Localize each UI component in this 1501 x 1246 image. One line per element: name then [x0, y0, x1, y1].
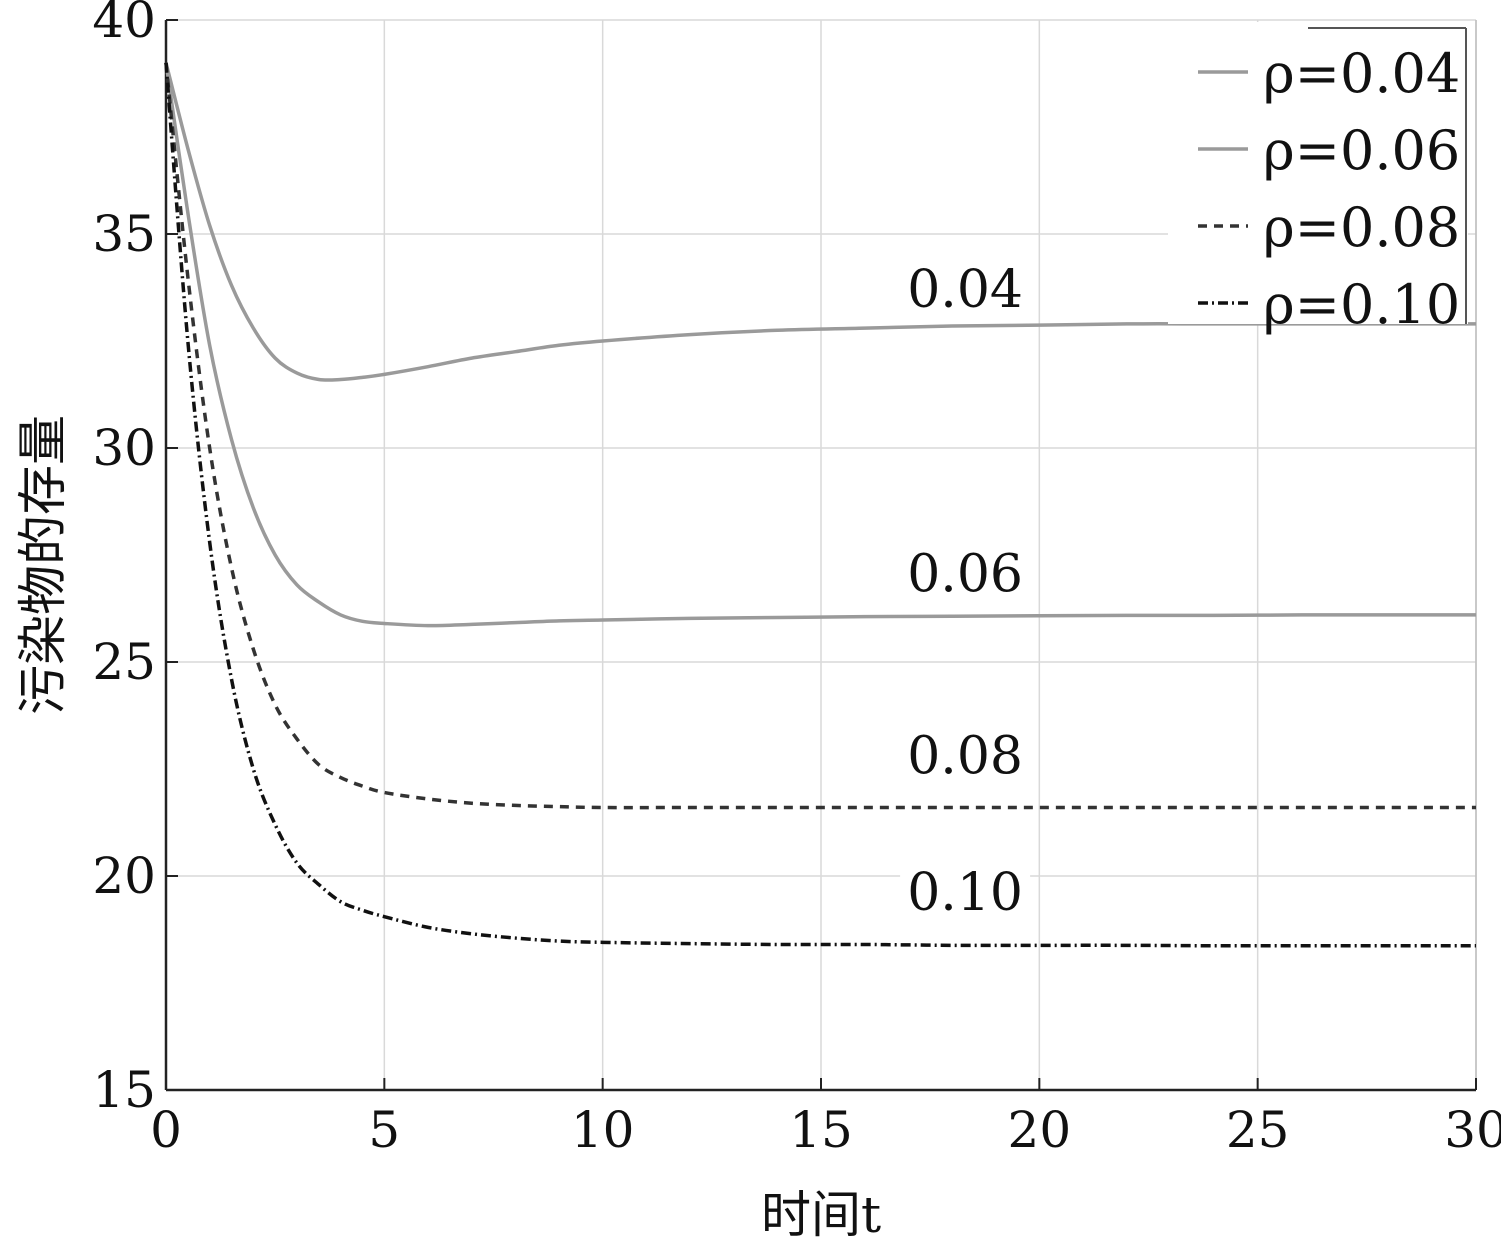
legend-entry-label: ρ=0.06 [1263, 119, 1460, 182]
inline-series-label: 0.04 [907, 260, 1023, 320]
inline-label-bg [900, 549, 1031, 604]
legend-entry-label: ρ=0.04 [1263, 42, 1460, 105]
x-tick-label: 20 [1008, 1101, 1072, 1159]
inline-label-bg [900, 731, 1031, 786]
y-tick-label: 15 [92, 1061, 156, 1119]
inline-label-bg [900, 264, 1031, 319]
x-tick-label: 15 [789, 1101, 853, 1159]
x-tick-label: 30 [1444, 1101, 1501, 1159]
x-tick-label: 25 [1226, 1101, 1290, 1159]
inline-series-label: 0.08 [907, 726, 1023, 786]
inline-labels: 0.04 0.06 0.08 0.10 [900, 260, 1031, 923]
y-axis-title: 污染物的存量 [14, 415, 72, 715]
x-tick-label: 10 [571, 1101, 635, 1159]
x-tick-label: 5 [368, 1101, 400, 1159]
y-tick-label: 25 [92, 633, 156, 691]
x-tick-label: 0 [150, 1101, 182, 1159]
inline-series-label: 0.06 [907, 544, 1023, 604]
axes: 0 5 10 15 20 25 30 15 20 25 30 35 40 [92, 0, 1501, 1159]
inline-series-label: 0.10 [907, 863, 1023, 923]
inline-label-bg [900, 868, 1031, 923]
legend-entry-label: ρ=0.08 [1263, 196, 1460, 259]
series-line-4 [164, 62, 1476, 948]
series-lines [164, 62, 1476, 948]
y-tick-label: 20 [92, 847, 156, 905]
legend-entry-label: ρ=0.10 [1263, 273, 1460, 336]
x-axis-title: 时间t [761, 1186, 881, 1244]
series-line-1 [164, 62, 1476, 382]
y-tick-label: 40 [92, 0, 156, 49]
y-tick-label: 35 [92, 205, 156, 263]
series-line-2 [164, 62, 1476, 628]
series-line-3 [164, 62, 1476, 810]
y-tick-label: 30 [92, 419, 156, 477]
legend: ρ=0.04 ρ=0.06 ρ=0.08 ρ=0.10 [1168, 22, 1468, 336]
